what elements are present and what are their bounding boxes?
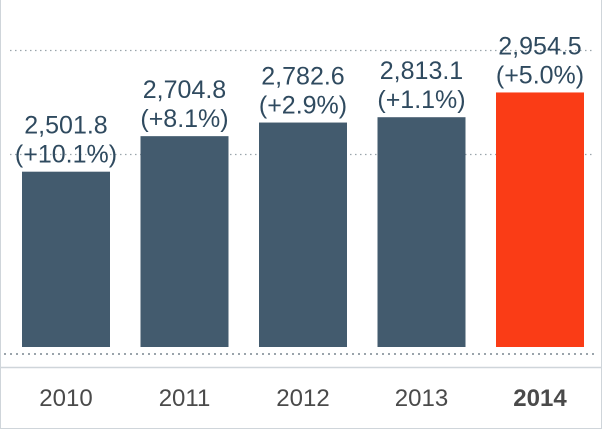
change-label-2014: (+5.0%) xyxy=(496,61,584,89)
bar-2014 xyxy=(496,92,584,348)
bar-2011 xyxy=(140,136,229,347)
x-tick-2014: 2014 xyxy=(513,385,567,412)
value-label-2012: 2,782.6 xyxy=(261,63,344,91)
value-label-2010: 2,501.8 xyxy=(24,112,107,140)
change-label-2013: (+1.1%) xyxy=(377,86,465,114)
x-axis: 2010 2011 2012 2013 2014 xyxy=(39,385,567,412)
bar-2010 xyxy=(22,171,110,347)
change-label-2010: (+10.1%) xyxy=(15,141,117,169)
data-labels: 2,501.8(+10.1%) 2,704.8(+8.1%) 2,782.6(+2.… xyxy=(15,32,584,168)
bar-2012 xyxy=(259,122,347,347)
change-label-2011: (+8.1%) xyxy=(140,105,228,133)
x-tick-2012: 2012 xyxy=(276,385,329,412)
value-label-2013: 2,813.1 xyxy=(380,57,463,85)
change-label-2012: (+2.9%) xyxy=(259,92,347,120)
x-tick-2011: 2011 xyxy=(159,385,211,412)
bars xyxy=(22,92,584,348)
x-tick-2013: 2013 xyxy=(395,385,448,412)
value-label-2011: 2,704.8 xyxy=(143,76,226,104)
bar-2013 xyxy=(377,117,466,348)
x-tick-2010: 2010 xyxy=(39,385,92,412)
value-label-2014: 2,954.5 xyxy=(498,32,581,60)
